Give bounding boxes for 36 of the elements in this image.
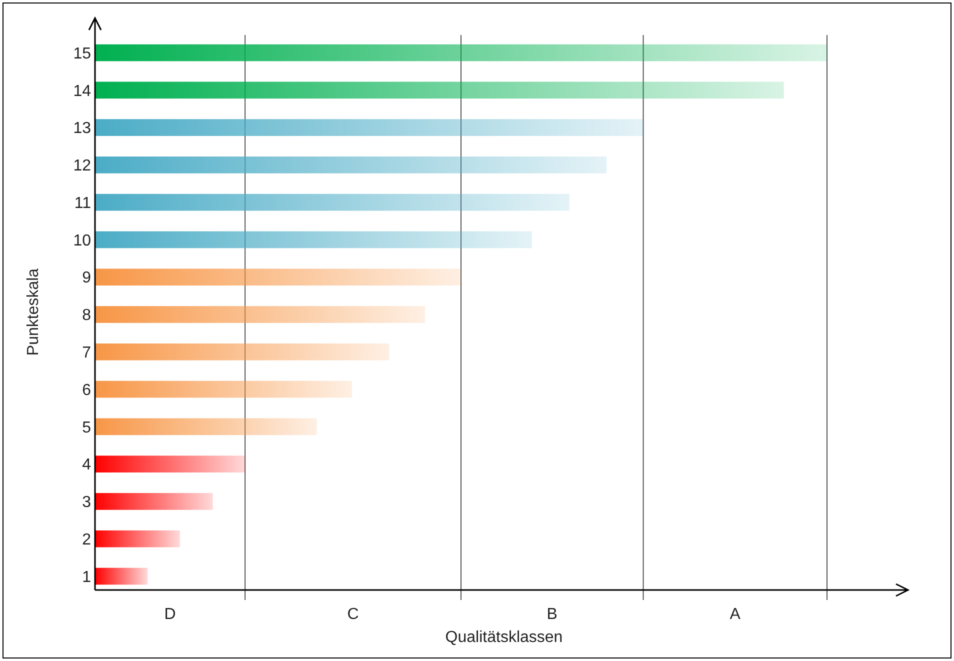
- bar: [95, 343, 390, 360]
- x-axis-title: Qualitätsklassen: [445, 629, 563, 646]
- bar: [95, 380, 352, 398]
- bar: [95, 44, 827, 62]
- text: A: [730, 606, 741, 623]
- y-tick-label: 14: [73, 82, 92, 100]
- y-tick-label: 1: [82, 568, 92, 586]
- y-tick-label: 15: [73, 45, 92, 62]
- bar: [95, 82, 784, 99]
- bar: [95, 306, 426, 323]
- bar: [95, 231, 532, 248]
- bar: [95, 493, 213, 510]
- y-tick-label: 2: [82, 531, 92, 548]
- bar: [95, 456, 246, 472]
- bar: [95, 119, 644, 136]
- y-tick-label: 7: [82, 344, 92, 362]
- y-tick-label: 10: [73, 232, 92, 250]
- bar: [95, 530, 180, 548]
- y-tick-label: 3: [82, 494, 92, 512]
- y-tick-label: 12: [73, 158, 92, 175]
- y-tick-label: 13: [73, 120, 92, 138]
- y-tick-label: 9: [82, 270, 92, 287]
- y-tick-label: 4: [82, 456, 92, 474]
- y-tick-label: 11: [74, 194, 92, 212]
- text: C: [347, 606, 359, 623]
- bar: [95, 418, 317, 436]
- text: B: [546, 606, 558, 623]
- bar: [95, 194, 570, 211]
- text: D: [164, 606, 176, 623]
- bar: [95, 268, 461, 286]
- bar: [95, 156, 607, 174]
- y-tick-label: 5: [82, 419, 92, 436]
- y-tick-label: 6: [82, 382, 92, 399]
- y-axis-title: Punkteskala: [25, 268, 42, 356]
- bar: [95, 568, 148, 585]
- y-tick-label: 8: [82, 307, 92, 324]
